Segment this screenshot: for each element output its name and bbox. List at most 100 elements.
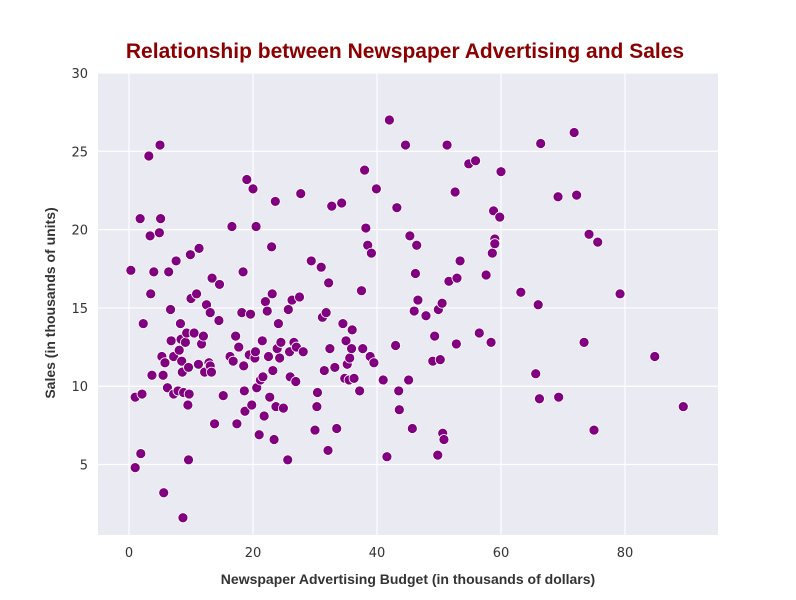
data-point <box>137 318 149 329</box>
data-point <box>193 243 205 254</box>
data-point <box>532 299 544 311</box>
data-point <box>170 255 182 267</box>
data-point <box>346 324 358 336</box>
x-tick-label: 60 <box>493 546 510 561</box>
data-point <box>155 213 167 225</box>
data-point <box>209 418 220 430</box>
data-point <box>432 449 444 461</box>
data-point <box>326 200 338 212</box>
data-point <box>434 354 446 365</box>
data-point <box>250 346 261 358</box>
data-point <box>297 346 309 358</box>
data-point <box>144 230 156 242</box>
data-point <box>159 357 171 369</box>
data-point <box>274 352 286 364</box>
data-point <box>305 255 317 267</box>
data-point <box>383 114 395 126</box>
data-point <box>404 230 416 242</box>
data-point <box>534 393 545 405</box>
data-point <box>438 434 450 445</box>
data-point <box>535 138 547 149</box>
data-point <box>320 307 332 319</box>
data-point <box>677 401 689 412</box>
data-point <box>451 272 463 284</box>
data-point <box>553 391 565 403</box>
data-point <box>180 336 191 348</box>
data-point <box>354 385 366 397</box>
data-point <box>213 315 225 326</box>
data-point <box>360 222 372 234</box>
data-point <box>247 183 259 195</box>
data-point <box>568 127 580 138</box>
data-point <box>370 183 382 195</box>
data-point <box>259 296 271 308</box>
x-tick-label: 40 <box>369 546 386 561</box>
data-point <box>173 344 185 356</box>
data-points <box>125 114 689 524</box>
data-point <box>403 374 415 386</box>
data-point <box>348 372 360 384</box>
data-point <box>368 357 380 369</box>
data-point <box>323 277 335 289</box>
data-point <box>450 338 462 350</box>
x-tick-label: 20 <box>245 546 262 561</box>
data-point <box>393 385 405 397</box>
data-point <box>410 268 421 279</box>
data-point <box>294 291 305 303</box>
data-point <box>400 139 411 151</box>
data-point <box>261 305 273 317</box>
data-point <box>197 330 209 342</box>
data-point <box>175 318 186 329</box>
data-point <box>231 418 243 430</box>
data-point <box>495 166 507 178</box>
data-point <box>337 318 349 329</box>
data-point <box>588 424 600 436</box>
data-point <box>381 451 393 463</box>
data-point <box>267 365 279 376</box>
chart-title: Relationship between Newspaper Advertisi… <box>126 40 684 63</box>
data-point <box>214 279 225 290</box>
data-point <box>494 211 506 223</box>
data-point <box>515 286 527 298</box>
data-point <box>148 266 160 278</box>
data-point <box>377 374 389 386</box>
data-point <box>322 445 334 456</box>
data-point <box>344 352 356 364</box>
data-point <box>406 423 418 434</box>
data-point <box>238 385 250 397</box>
data-point <box>165 304 176 315</box>
data-point <box>253 429 265 441</box>
data-point <box>412 294 424 306</box>
data-point <box>393 404 405 416</box>
data-point <box>129 462 141 474</box>
data-point <box>331 423 343 434</box>
data-point <box>135 448 147 459</box>
data-point <box>184 249 196 261</box>
data-point <box>245 308 256 320</box>
data-point <box>324 343 336 355</box>
data-point <box>592 236 604 248</box>
data-point <box>191 288 202 300</box>
data-point <box>233 341 245 353</box>
y-tick-label: 25 <box>71 145 88 160</box>
data-point <box>146 369 158 381</box>
y-tick-labels: 5 10 15 20 25 30 <box>71 67 88 474</box>
data-point <box>264 391 276 403</box>
data-point <box>143 150 155 162</box>
data-point <box>336 197 348 209</box>
data-point <box>649 351 661 362</box>
data-point <box>318 365 330 376</box>
data-point <box>583 228 595 240</box>
data-point <box>188 327 200 339</box>
data-point <box>236 307 248 319</box>
data-point <box>390 340 402 351</box>
data-point <box>473 327 485 339</box>
data-point <box>266 241 278 253</box>
data-point <box>183 388 195 400</box>
data-point <box>408 305 420 317</box>
data-point <box>489 238 501 250</box>
data-point <box>246 399 258 411</box>
data-point <box>176 355 188 367</box>
data-point <box>454 255 466 267</box>
